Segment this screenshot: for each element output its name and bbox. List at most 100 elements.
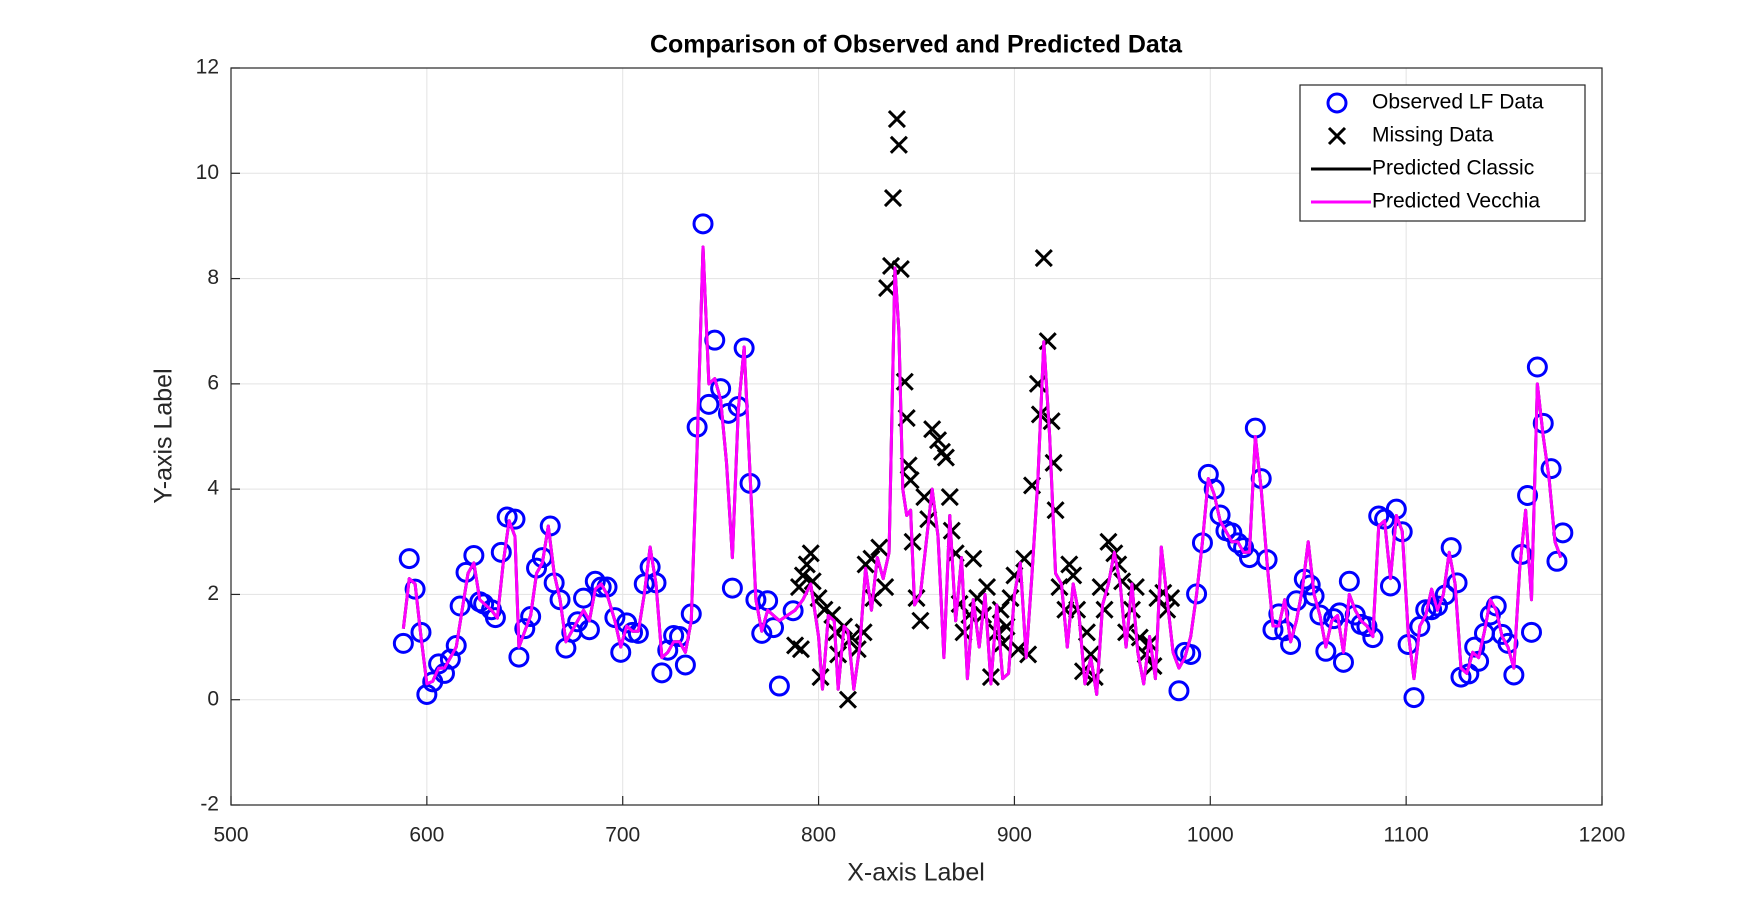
observed-marker <box>1338 570 1360 592</box>
observed-marker <box>1415 599 1437 621</box>
legend-label: Predicted Classic <box>1372 157 1534 180</box>
missing-marker <box>854 623 873 642</box>
x-tick-label: 1100 <box>1384 824 1429 847</box>
y-tick-label: 4 <box>207 477 219 500</box>
missing-marker <box>1042 412 1061 431</box>
x-tick-label: 500 <box>213 824 248 847</box>
observed-marker <box>1540 458 1562 480</box>
missing-marker <box>1130 628 1149 647</box>
observed-marker <box>1546 550 1568 572</box>
observed-marker <box>490 541 512 563</box>
missing-marker <box>928 431 948 450</box>
missing-marker <box>842 628 861 647</box>
observed-marker <box>1227 532 1249 554</box>
y-tick-label: 2 <box>207 582 219 605</box>
missing-marker <box>848 640 867 659</box>
y-tick-label: 0 <box>207 687 219 710</box>
observed-marker <box>504 508 526 530</box>
missing-marker <box>883 188 903 208</box>
observed-marker <box>1526 356 1548 378</box>
x-tick-label: 800 <box>801 824 836 847</box>
legend: Observed LF Data Missing Data Predicted Cl… <box>1299 84 1586 222</box>
missing-marker <box>964 549 983 568</box>
y-tick-label: 8 <box>207 266 219 289</box>
missing-marker <box>876 577 895 597</box>
missing-marker <box>940 487 959 507</box>
missing-marker <box>793 566 812 585</box>
observed-marker <box>763 617 785 639</box>
observed-marker <box>768 675 790 697</box>
legend-label: Observed LF Data <box>1372 91 1544 114</box>
observed-marker <box>674 654 696 676</box>
observed-marker <box>1299 574 1321 596</box>
observed-marker <box>398 548 420 570</box>
y-tick-label: 12 <box>196 56 219 79</box>
observed-marker <box>1356 616 1378 638</box>
missing-marker <box>1034 248 1053 268</box>
legend-symbol <box>1326 92 1348 114</box>
prediction-line <box>401 245 1563 696</box>
y-tick-label: 6 <box>207 371 219 394</box>
y-axis-label: Y-axis Label <box>150 368 178 503</box>
observed-marker <box>1520 621 1542 643</box>
missing-marker <box>911 611 930 630</box>
missing-marker <box>1050 577 1069 597</box>
missing-marker <box>801 544 820 563</box>
x-tick-label: 600 <box>409 824 444 847</box>
missing-marker <box>1081 645 1100 664</box>
observed-marker <box>404 578 426 600</box>
missing-marker <box>1009 640 1028 659</box>
x-tick-label: 700 <box>605 824 640 847</box>
missing-marker <box>954 623 973 642</box>
missing-marker <box>1060 555 1079 574</box>
legend-label: Predicted Vecchia <box>1372 190 1540 213</box>
missing-marker <box>797 555 816 574</box>
legend-symbol <box>1327 126 1347 146</box>
observed-marker <box>1309 604 1331 626</box>
x-tick-label: 900 <box>997 824 1032 847</box>
missing-marker <box>838 690 858 709</box>
observed-marker <box>1517 484 1539 506</box>
observed-marker <box>392 632 414 654</box>
x-tick-label: 1000 <box>1187 824 1234 847</box>
x-axis-label: X-axis Label <box>847 859 985 887</box>
observed-marker <box>692 213 714 235</box>
missing-marker <box>791 640 811 659</box>
axes-box <box>230 67 1603 806</box>
plot-area <box>392 110 1574 709</box>
missing-marker <box>789 577 809 597</box>
observed-marker <box>1180 643 1202 665</box>
legend-label: Missing Data <box>1372 124 1494 147</box>
missing-marker <box>870 538 889 557</box>
observed-marker <box>782 600 804 622</box>
missing-marker <box>1044 453 1063 472</box>
missing-marker <box>1064 566 1083 585</box>
axes: 500 600 700 800 900 1000 1100 1200 -2 0 2 4 6 8 10 12 <box>196 56 1626 847</box>
missing-marker <box>923 420 942 439</box>
missing-marker <box>1019 645 1038 664</box>
missing-marker <box>987 623 1006 642</box>
observed-marker <box>1323 608 1345 630</box>
missing-marker <box>829 645 848 664</box>
observed-marker <box>651 662 673 684</box>
missing-marker <box>1095 600 1114 619</box>
missing-marker <box>1113 572 1132 591</box>
x-tick-label: 1200 <box>1579 824 1626 847</box>
observed-marker <box>1403 687 1425 709</box>
missing-marker <box>993 634 1012 653</box>
observed-marker <box>514 618 536 640</box>
legend-box <box>1299 84 1586 222</box>
missing-marker <box>878 278 897 298</box>
missing-marker <box>889 135 908 154</box>
missing-marker <box>901 471 920 490</box>
y-tick-label: -2 <box>200 793 219 816</box>
y-tick-label: 10 <box>196 161 219 184</box>
missing-marker <box>1046 501 1065 520</box>
missing-marker <box>1122 600 1142 619</box>
missing-marker <box>977 577 997 597</box>
missing-marker <box>803 572 822 591</box>
chart-title: Comparison of Observed and Predicted Dat… <box>650 31 1183 59</box>
observed-marker <box>416 683 438 705</box>
observed-marker <box>484 607 506 629</box>
